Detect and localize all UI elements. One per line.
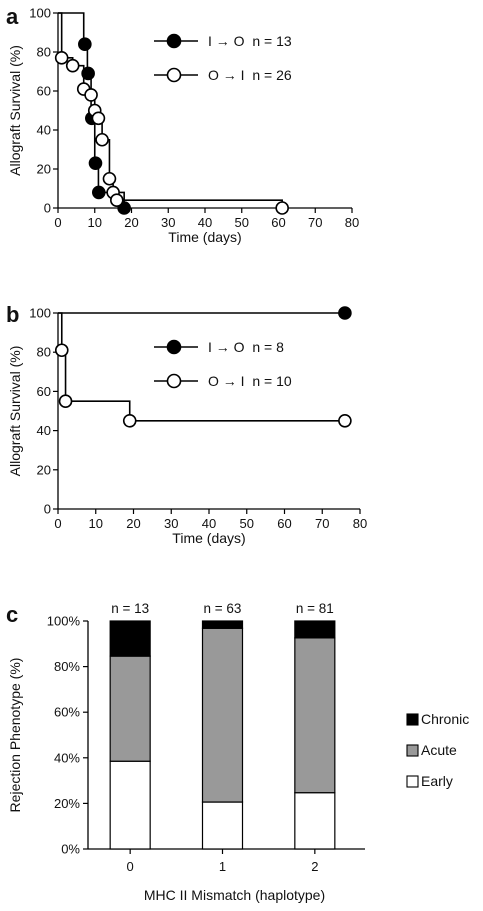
x-tick-label: 0 xyxy=(54,215,61,230)
y-tick-label: 0 xyxy=(44,201,51,216)
y-tick-label: 60 xyxy=(37,84,51,99)
x-tick-label: 70 xyxy=(315,516,329,531)
bar-segment-acute xyxy=(294,637,336,794)
y-axis-title: Rejection Phenotype (%) xyxy=(7,658,23,813)
data-point-open xyxy=(54,343,69,358)
legend-label-chronic: Chronic xyxy=(421,711,469,727)
bar-segment-chronic xyxy=(201,620,244,629)
x-tick-label: 60 xyxy=(277,516,291,531)
data-point-open xyxy=(65,58,80,73)
survival-chart-panel-b: b 0 20 40 60 80 100 0 10 20 30 40 50 60 70 80 Time (day… xyxy=(6,302,367,546)
legend-marker-filled xyxy=(166,339,182,355)
survival-chart-panel-a: a 0 20 40 60 80 100 0 10 20 30 40 50 60 70 80 Time (day… xyxy=(6,4,359,245)
x-tick-label: 80 xyxy=(353,516,367,531)
data-point-filled xyxy=(338,306,352,320)
x-tick-label: 2 xyxy=(311,859,318,874)
bar-segment-early xyxy=(201,801,244,850)
panel-label-b: b xyxy=(6,302,19,327)
legend-swatch-chronic xyxy=(406,713,419,726)
bar-segment-early xyxy=(294,792,336,850)
y-tick-label: 0% xyxy=(61,842,80,857)
bar-segment-chronic xyxy=(109,620,151,657)
y-tick-label: 40 xyxy=(37,423,51,438)
x-tick-label: 10 xyxy=(89,516,103,531)
data-point-filled xyxy=(91,185,106,200)
x-tick-label: 10 xyxy=(88,215,102,230)
x-tick-label: 20 xyxy=(124,215,138,230)
y-tick-label: 40 xyxy=(37,123,51,138)
x-tick-label: 50 xyxy=(240,516,254,531)
x-tick-label: 30 xyxy=(164,516,178,531)
y-tick-label: 100 xyxy=(29,306,51,321)
data-point-open xyxy=(91,111,106,126)
data-point-filled xyxy=(88,156,103,170)
x-tick-label: 0 xyxy=(127,859,134,874)
data-point-open xyxy=(275,201,289,215)
data-point-open xyxy=(95,132,109,147)
y-tick-label: 100% xyxy=(47,614,81,629)
legend-swatch-acute xyxy=(406,744,419,757)
legend-marker-open xyxy=(166,67,182,83)
x-tick-label: 30 xyxy=(161,215,175,230)
y-tick-label: 40% xyxy=(54,750,80,765)
panel-label-c: c xyxy=(6,602,18,627)
x-tick-label: 40 xyxy=(198,215,212,230)
y-tick-label: 20 xyxy=(37,162,51,177)
x-tick-label: 20 xyxy=(126,516,140,531)
rejection-phenotype-chart-panel-c: c 0% 20% 40% 60% 80% 100% Rejection Phenotype … xyxy=(6,601,469,903)
y-tick-label: 80% xyxy=(54,659,80,674)
x-tick-label: 1 xyxy=(219,859,226,874)
x-tick-label: 80 xyxy=(345,215,359,230)
data-point-open xyxy=(122,413,137,428)
data-point-open xyxy=(110,193,124,207)
bar-segment-acute xyxy=(201,627,244,803)
legend-label-acute: Acute xyxy=(421,742,457,758)
y-axis-title: Allograft Survival (%) xyxy=(7,45,23,176)
data-point-filled xyxy=(81,66,95,81)
x-tick-label: 60 xyxy=(271,215,285,230)
y-tick-label: 80 xyxy=(37,345,51,360)
legend-label: I → O n = 13 xyxy=(208,33,292,49)
data-point-open xyxy=(84,88,98,102)
x-axis-title: Time (days) xyxy=(172,530,245,546)
data-point-open xyxy=(54,51,69,65)
legend-marker-filled xyxy=(166,33,182,49)
bar-segment-acute xyxy=(109,655,151,762)
panel-label-a: a xyxy=(6,4,19,29)
y-tick-label: 100 xyxy=(29,6,51,21)
x-tick-label: 0 xyxy=(54,516,61,531)
y-tick-label: 20 xyxy=(37,462,51,477)
x-axis-title: MHC II Mismatch (haplotype) xyxy=(144,887,325,903)
x-tick-label: 70 xyxy=(308,215,322,230)
y-tick-label: 0 xyxy=(44,502,51,517)
x-axis-title: Time (days) xyxy=(168,229,241,245)
y-axis-title: Allograft Survival (%) xyxy=(7,346,23,477)
legend-marker-open xyxy=(166,373,182,389)
bar-count-label: n = 63 xyxy=(204,601,242,616)
y-tick-label: 80 xyxy=(37,45,51,60)
x-tick-label: 40 xyxy=(202,516,216,531)
legend-label: O → I n = 10 xyxy=(208,373,292,389)
bar-segment-chronic xyxy=(294,620,336,639)
y-tick-label: 20% xyxy=(54,796,80,811)
data-point-open xyxy=(102,171,117,186)
survival-curve-series-2 xyxy=(58,312,345,422)
data-point-filled xyxy=(78,37,92,52)
legend-label-early: Early xyxy=(421,773,453,789)
y-tick-label: 60% xyxy=(54,705,80,720)
data-point-open xyxy=(338,413,352,428)
legend-label: I → O n = 8 xyxy=(208,339,284,355)
x-tick-label: 50 xyxy=(235,215,249,230)
legend-label: O → I n = 26 xyxy=(208,67,292,83)
bar-count-label: n = 13 xyxy=(111,601,149,616)
y-tick-label: 60 xyxy=(37,384,51,399)
bar-count-label: n = 81 xyxy=(296,601,334,616)
legend-swatch-early xyxy=(406,775,419,788)
bar-segment-early xyxy=(109,760,151,850)
data-point-open xyxy=(58,394,73,409)
